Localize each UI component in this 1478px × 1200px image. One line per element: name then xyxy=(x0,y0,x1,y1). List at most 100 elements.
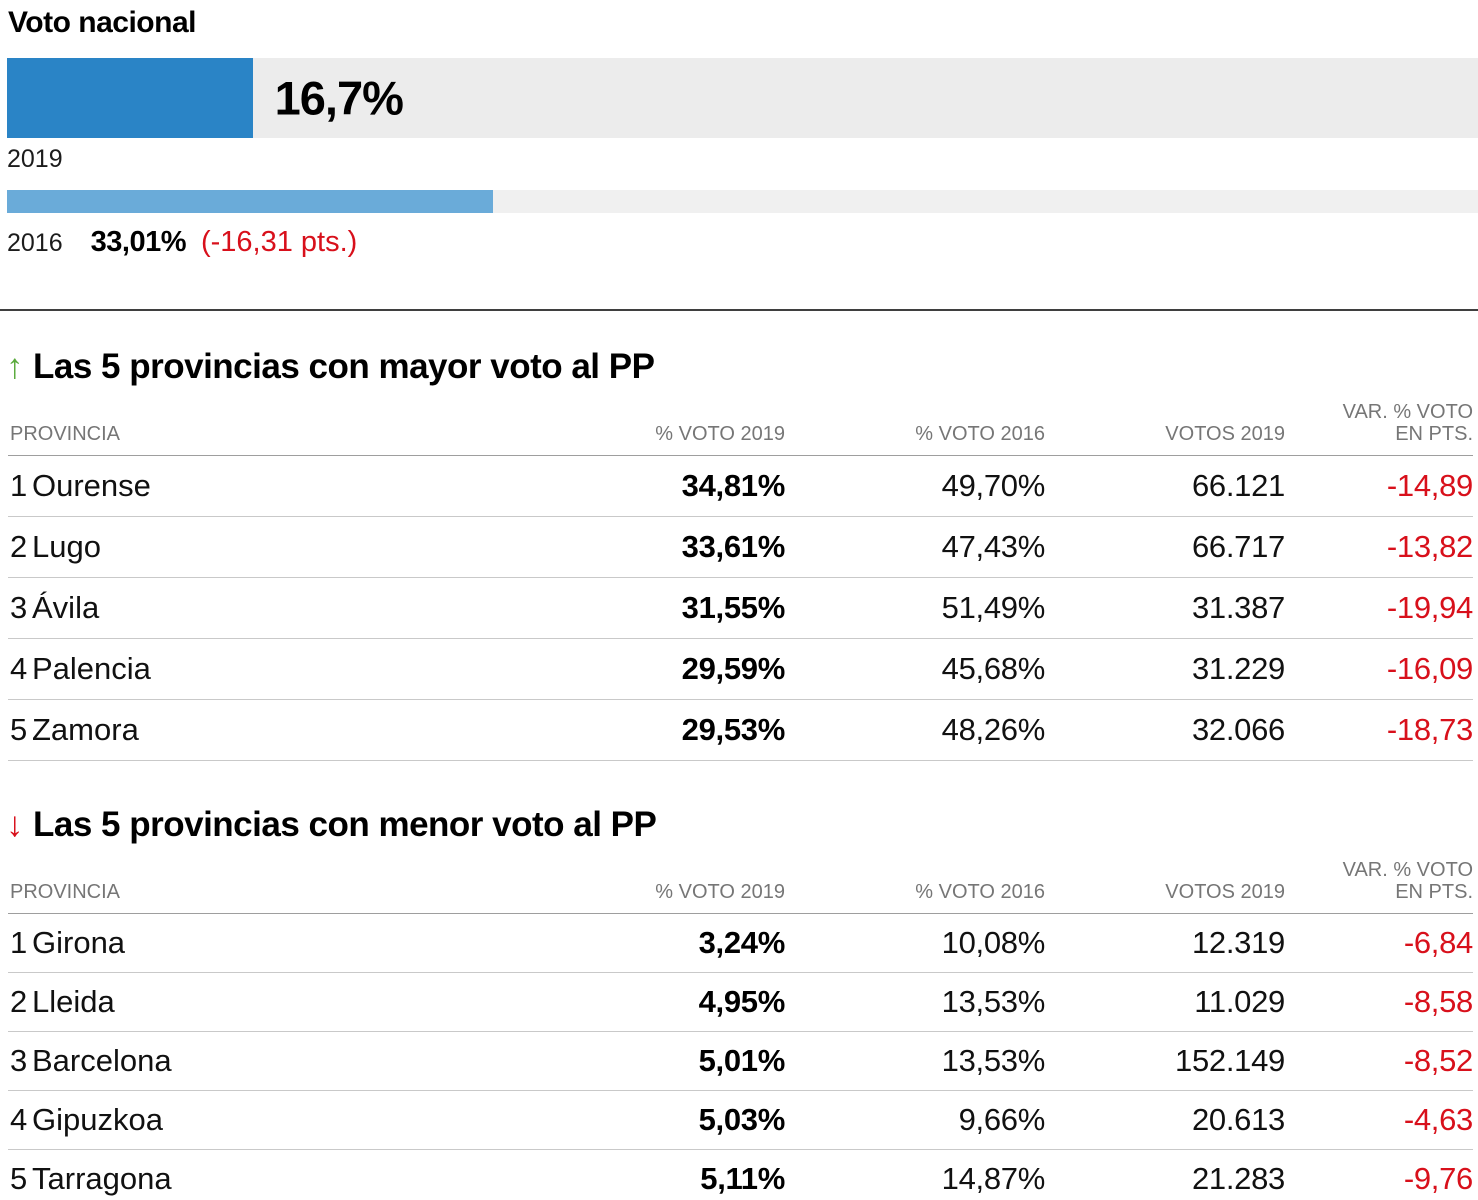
row-province: Lugo xyxy=(32,529,101,564)
row-rank: 2 xyxy=(10,529,28,564)
col-votos-2019: VOTOS 2019 xyxy=(1045,845,1285,914)
cell-var-pts: -8,58 xyxy=(1285,972,1473,1032)
bar-2019-year-label: 2019 xyxy=(7,145,63,173)
section-divider xyxy=(0,309,1478,311)
cell-pct-2016: 49,70% xyxy=(785,455,1045,517)
cell-votos-2019: 31.387 xyxy=(1045,577,1285,639)
row-rank: 4 xyxy=(10,651,28,686)
col-var-pts: VAR. % VOTO EN PTS. xyxy=(1285,845,1473,914)
table-menor-body: 1 Girona 3,24% 10,08% 12.319 -6,84 2 Lleida 4,95… xyxy=(8,913,1473,1200)
row-rank: 4 xyxy=(10,1102,28,1137)
row-province: Tarragona xyxy=(32,1161,172,1196)
table-row: 4 Palencia 29,59% 45,68% 31.229 -16,09 xyxy=(8,638,1473,700)
row-province: Ávila xyxy=(32,590,100,625)
cell-votos-2019: 20.613 xyxy=(1045,1090,1285,1150)
cell-pct-2019: 3,24% xyxy=(368,913,785,973)
cell-votos-2019: 21.283 xyxy=(1045,1149,1285,1200)
bar-2016-delta-label: (-16,31 pts.) xyxy=(200,226,358,258)
table-row: 1 Ourense 34,81% 49,70% 66.121 -14,89 xyxy=(8,455,1473,517)
bar-2019-fill xyxy=(7,58,253,138)
row-rank: 1 xyxy=(10,468,28,503)
arrow-down-icon: ↓ xyxy=(6,805,24,844)
col-votos-2019: VOTOS 2019 xyxy=(1045,387,1285,456)
col-pct-2016: % VOTO 2016 xyxy=(785,387,1045,456)
section-title-mayor-text: Las 5 provincias con mayor voto al PP xyxy=(33,347,655,386)
cell-var-pts: -8,52 xyxy=(1285,1031,1473,1091)
table-row: 3 Ávila 31,55% 51,49% 31.387 -19,94 xyxy=(8,577,1473,639)
table-row: 5 Tarragona 5,11% 14,87% 21.283 -9,76 xyxy=(8,1149,1473,1200)
table-row: 1 Girona 3,24% 10,08% 12.319 -6,84 xyxy=(8,913,1473,973)
cell-pct-2016: 45,68% xyxy=(785,638,1045,700)
bar-2019-value-label: 16,7% xyxy=(274,71,404,125)
cell-pct-2016: 13,53% xyxy=(785,1031,1045,1091)
bar-2016-track xyxy=(7,190,1478,213)
cell-pct-2019: 34,81% xyxy=(368,455,785,517)
cell-province: 2 Lleida xyxy=(8,972,368,1032)
cell-pct-2019: 5,11% xyxy=(368,1149,785,1200)
cell-pct-2016: 47,43% xyxy=(785,516,1045,578)
cell-votos-2019: 31.229 xyxy=(1045,638,1285,700)
bar-2016-year-label: 2016 xyxy=(7,229,63,257)
cell-province: 4 Gipuzkoa xyxy=(8,1090,368,1150)
cell-votos-2019: 32.066 xyxy=(1045,699,1285,761)
cell-votos-2019: 12.319 xyxy=(1045,913,1285,973)
cell-pct-2019: 29,53% xyxy=(368,699,785,761)
row-rank: 5 xyxy=(10,712,28,747)
cell-province: 5 Zamora xyxy=(8,699,368,761)
cell-province: 2 Lugo xyxy=(8,516,368,578)
row-province: Lleida xyxy=(32,984,115,1019)
row-province: Ourense xyxy=(32,468,151,503)
row-rank: 3 xyxy=(10,590,28,625)
cell-var-pts: -4,63 xyxy=(1285,1090,1473,1150)
row-rank: 2 xyxy=(10,984,28,1019)
row-rank: 3 xyxy=(10,1043,28,1078)
bar-2016-fill xyxy=(7,190,493,213)
table-mayor-body: 1 Ourense 34,81% 49,70% 66.121 -14,89 2 Lugo 33,… xyxy=(8,455,1473,761)
table-row: 4 Gipuzkoa 5,03% 9,66% 20.613 -4,63 xyxy=(8,1090,1473,1150)
cell-votos-2019: 11.029 xyxy=(1045,972,1285,1032)
table-mayor-header: PROVINCIA % VOTO 2019 % VOTO 2016 VOTOS … xyxy=(8,387,1473,456)
cell-var-pts: -6,84 xyxy=(1285,913,1473,973)
cell-var-pts: -9,76 xyxy=(1285,1149,1473,1200)
table-row: 2 Lleida 4,95% 13,53% 11.029 -8,58 xyxy=(8,972,1473,1032)
cell-province: 3 Ávila xyxy=(8,577,368,639)
cell-var-pts: -19,94 xyxy=(1285,577,1473,639)
cell-pct-2019: 5,03% xyxy=(368,1090,785,1150)
col-pct-2016: % VOTO 2016 xyxy=(785,845,1045,914)
cell-province: 3 Barcelona xyxy=(8,1031,368,1091)
col-var-pts: VAR. % VOTO EN PTS. xyxy=(1285,387,1473,456)
bar-2016-caption: 2016 33,01% (-16,31 pts.) xyxy=(7,227,1478,258)
cell-var-pts: -18,73 xyxy=(1285,699,1473,761)
table-menor-voto: PROVINCIA % VOTO 2019 % VOTO 2016 VOTOS … xyxy=(8,845,1473,1200)
cell-pct-2016: 51,49% xyxy=(785,577,1045,639)
row-province: Zamora xyxy=(32,712,139,747)
table-row: 2 Lugo 33,61% 47,43% 66.717 -13,82 xyxy=(8,516,1473,578)
cell-province: 5 Tarragona xyxy=(8,1149,368,1200)
cell-pct-2019: 5,01% xyxy=(368,1031,785,1091)
col-pct-2019: % VOTO 2019 xyxy=(368,387,785,456)
row-province: Girona xyxy=(32,925,126,960)
cell-pct-2019: 29,59% xyxy=(368,638,785,700)
cell-var-pts: -13,82 xyxy=(1285,516,1473,578)
cell-votos-2019: 66.121 xyxy=(1045,455,1285,517)
bar-2019-track: 16,7% xyxy=(7,58,1478,138)
cell-pct-2016: 14,87% xyxy=(785,1149,1045,1200)
national-vote-title: Voto nacional xyxy=(8,6,196,39)
section-title-menor: ↓ Las 5 provincias con menor voto al PP xyxy=(6,805,1478,845)
row-rank: 5 xyxy=(10,1161,28,1196)
cell-pct-2019: 4,95% xyxy=(368,972,785,1032)
table-row: 3 Barcelona 5,01% 13,53% 152.149 -8,52 xyxy=(8,1031,1473,1091)
section-title-mayor: ↑ Las 5 provincias con mayor voto al PP xyxy=(6,347,1478,387)
row-rank: 1 xyxy=(10,925,28,960)
cell-pct-2019: 33,61% xyxy=(368,516,785,578)
cell-pct-2016: 13,53% xyxy=(785,972,1045,1032)
row-province: Palencia xyxy=(32,651,151,686)
col-provincia: PROVINCIA xyxy=(8,845,368,914)
cell-var-pts: -14,89 xyxy=(1285,455,1473,517)
bar-2016-value-label: 33,01% xyxy=(90,226,187,258)
cell-province: 1 Girona xyxy=(8,913,368,973)
cell-pct-2016: 48,26% xyxy=(785,699,1045,761)
col-provincia: PROVINCIA xyxy=(8,387,368,456)
table-mayor-voto: PROVINCIA % VOTO 2019 % VOTO 2016 VOTOS … xyxy=(8,387,1473,761)
cell-province: 1 Ourense xyxy=(8,455,368,517)
